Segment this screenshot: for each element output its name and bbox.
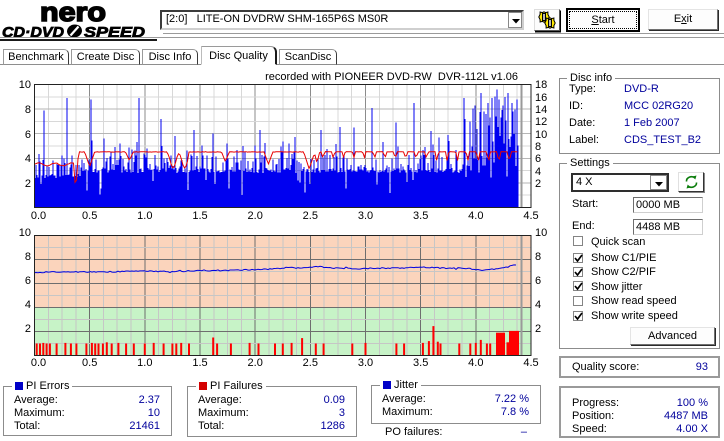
svg-text:8: 8 [25, 104, 31, 116]
svg-text:0.0: 0.0 [31, 210, 46, 222]
svg-text:3.5: 3.5 [413, 357, 428, 369]
svg-text:8: 8 [535, 141, 541, 153]
svg-text:1.5: 1.5 [192, 357, 207, 369]
svg-text:1.0: 1.0 [137, 357, 152, 369]
svg-text:4.5: 4.5 [523, 357, 538, 369]
svg-text:8: 8 [535, 251, 541, 263]
svg-text:10: 10 [535, 129, 547, 141]
svg-text:3.0: 3.0 [358, 210, 373, 222]
svg-text:2.0: 2.0 [248, 210, 263, 222]
svg-text:3.5: 3.5 [413, 210, 428, 222]
svg-text:10: 10 [19, 227, 31, 239]
svg-text:6: 6 [25, 129, 31, 141]
svg-text:16: 16 [535, 92, 547, 104]
svg-text:2: 2 [535, 178, 541, 190]
svg-text:14: 14 [535, 104, 547, 116]
svg-text:6: 6 [25, 275, 31, 287]
svg-text:2: 2 [25, 178, 31, 190]
svg-text:recorded with PIONEER DVD-RW: recorded with PIONEER DVD-RW DVR-112L v1… [265, 71, 518, 83]
svg-text:4.0: 4.0 [468, 357, 483, 369]
svg-text:1.5: 1.5 [192, 210, 207, 222]
svg-text:12: 12 [535, 116, 547, 128]
svg-text:CD·DVD: CD·DVD [2, 24, 64, 41]
svg-text:4.0: 4.0 [468, 210, 483, 222]
svg-text:4: 4 [25, 299, 31, 311]
svg-text:0.5: 0.5 [82, 357, 97, 369]
svg-text:4: 4 [535, 299, 541, 311]
svg-text:18: 18 [535, 79, 547, 91]
svg-text:SPEED: SPEED [84, 24, 145, 41]
svg-text:2: 2 [25, 323, 31, 335]
svg-text:10: 10 [19, 79, 31, 91]
svg-text:4: 4 [25, 153, 31, 165]
svg-text:6: 6 [535, 153, 541, 165]
svg-text:nero: nero [40, 0, 106, 27]
svg-text:0.0: 0.0 [31, 357, 46, 369]
svg-text:10: 10 [535, 227, 547, 239]
svg-text:4: 4 [535, 166, 541, 178]
svg-text:2.0: 2.0 [248, 357, 263, 369]
svg-text:4.5: 4.5 [523, 210, 538, 222]
svg-text:0.5: 0.5 [82, 210, 97, 222]
svg-text:3.0: 3.0 [358, 357, 373, 369]
svg-text:2: 2 [535, 323, 541, 335]
svg-text:2.5: 2.5 [303, 210, 318, 222]
svg-text:6: 6 [535, 275, 541, 287]
svg-text:1.0: 1.0 [137, 210, 152, 222]
svg-text:2.5: 2.5 [303, 357, 318, 369]
svg-text:8: 8 [25, 251, 31, 263]
